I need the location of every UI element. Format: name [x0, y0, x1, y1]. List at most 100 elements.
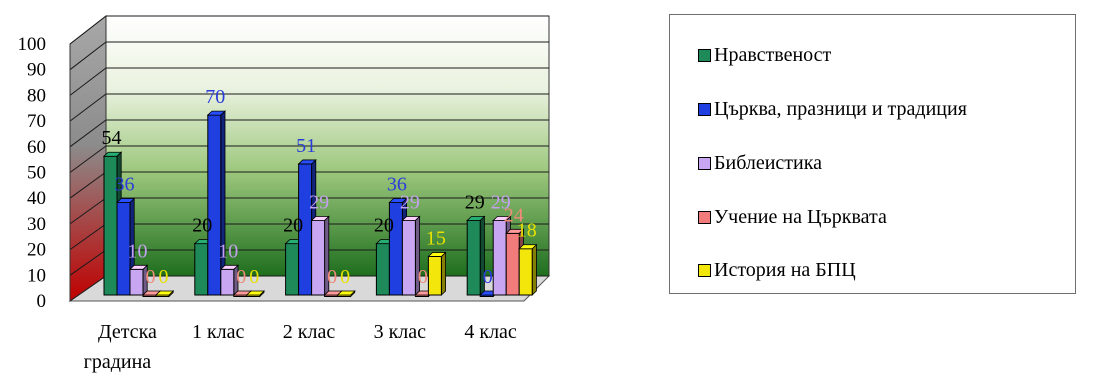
- x-tick-label: 3 клас: [374, 321, 427, 343]
- x-tick-label: 1 клас: [192, 321, 245, 343]
- bar-top: [518, 244, 538, 250]
- data-label: 0: [327, 266, 337, 288]
- x-tick-label: 2 клас: [283, 321, 336, 343]
- data-label: 0: [249, 266, 259, 288]
- bar-4-0: [466, 215, 486, 296]
- bar-front: [518, 248, 533, 296]
- bar-top: [492, 216, 512, 221]
- gridline: [69, 93, 549, 122]
- bar-front: [466, 219, 481, 296]
- gridline: [69, 41, 549, 71]
- bar-1-2: [219, 264, 239, 296]
- bar-top: [245, 290, 266, 296]
- data-label: 0: [483, 266, 493, 288]
- legend-label-2: Библеистика: [714, 151, 823, 174]
- data-label: 10: [218, 240, 238, 262]
- y-tick-label: 50: [27, 163, 46, 184]
- bar-0-2: [129, 264, 149, 296]
- gridline: [69, 119, 549, 148]
- bar-top: [219, 264, 239, 270]
- legend-label-4: История на БПЦ: [714, 258, 856, 281]
- data-label: 0: [146, 266, 156, 288]
- data-label: 36: [115, 173, 135, 195]
- legend-label-3: Учение на Църквата: [714, 205, 887, 228]
- gridline: [69, 145, 549, 173]
- bar-front: [194, 243, 209, 296]
- legend-item-2: Библеистика: [698, 151, 822, 175]
- bar-4-4: [518, 243, 538, 296]
- y-tick-label: 20: [27, 240, 46, 261]
- legend-item-0: Нравственост: [698, 43, 831, 67]
- data-label: 70: [205, 86, 225, 108]
- bar-front: [401, 219, 416, 296]
- data-label: 54: [102, 127, 122, 149]
- data-label: 0: [159, 266, 169, 288]
- y-tick-label: 0: [37, 291, 47, 312]
- y-tick-label: 10: [27, 265, 46, 286]
- legend-swatch-2: [698, 156, 711, 170]
- bar-side: [440, 251, 447, 296]
- data-label: 51: [296, 135, 316, 157]
- data-label: 24: [504, 204, 524, 226]
- x-axis: Детска градина 1 клас 2 клас 3 клас 4 клас: [84, 321, 517, 373]
- bar-top: [206, 110, 226, 116]
- bar-front: [207, 114, 222, 296]
- legend-item-4: История на БПЦ: [698, 258, 856, 282]
- x-tick-label: Детска: [98, 321, 157, 343]
- data-label: 10: [128, 240, 148, 262]
- data-label: 20: [192, 215, 212, 237]
- data-label: 20: [374, 215, 394, 237]
- bar-front: [505, 232, 520, 296]
- data-label: 18: [517, 220, 537, 242]
- y-tick-label: 90: [27, 60, 46, 81]
- bar-2-4: [336, 290, 356, 298]
- bar-side: [531, 243, 537, 296]
- side-wall: [69, 14, 107, 302]
- bar-0-4: [155, 290, 175, 298]
- bar-top: [297, 159, 317, 165]
- bar-top: [310, 216, 330, 221]
- bar-1-1: [206, 110, 226, 296]
- bar-front: [285, 243, 300, 296]
- y-tick-label: 70: [27, 111, 46, 132]
- legend-item-3: Учение на Църквата: [698, 205, 887, 229]
- y-tick-label: 40: [27, 188, 46, 209]
- bar-1-4: [245, 290, 266, 298]
- bar-front: [129, 268, 144, 296]
- bar-front: [220, 268, 235, 296]
- legend-swatch-1: [698, 102, 711, 116]
- bar-top: [103, 151, 123, 157]
- y-axis: 0 10 20 30 40 50 60 70 80 90 100: [18, 34, 71, 312]
- data-label: 20: [283, 215, 303, 237]
- bar-top: [116, 198, 136, 203]
- legend-item-1: Църква, празници и традиция: [698, 97, 967, 121]
- data-label: 0: [340, 266, 350, 288]
- bar-top: [336, 290, 356, 296]
- data-label: 0: [236, 266, 246, 288]
- bar-top: [129, 264, 149, 270]
- data-label: 29: [465, 191, 485, 213]
- data-label: 0: [418, 266, 428, 288]
- legend: Нравственост Църква, празници и традиция…: [669, 14, 1076, 294]
- bar-top: [505, 228, 525, 234]
- y-tick-label: 30: [27, 214, 46, 235]
- gridline: [69, 67, 549, 96]
- legend-swatch-3: [698, 210, 711, 224]
- legend-label-0: Нравственост: [714, 43, 832, 66]
- data-label: 29: [491, 191, 511, 213]
- bar-2-2: [310, 215, 330, 296]
- data-label: 15: [426, 227, 446, 249]
- data-label: 29: [309, 191, 329, 213]
- bar-front: [311, 219, 326, 296]
- data-label: 29: [400, 191, 420, 213]
- bar-front: [375, 243, 390, 296]
- bar-top: [388, 198, 408, 203]
- legend-swatch-0: [698, 48, 711, 62]
- legend-swatch-4: [698, 263, 711, 277]
- bars: [103, 110, 538, 298]
- data-label: 36: [387, 173, 407, 195]
- bar-front: [492, 219, 507, 296]
- gridline: [69, 15, 549, 45]
- bar-3-4: [427, 251, 447, 296]
